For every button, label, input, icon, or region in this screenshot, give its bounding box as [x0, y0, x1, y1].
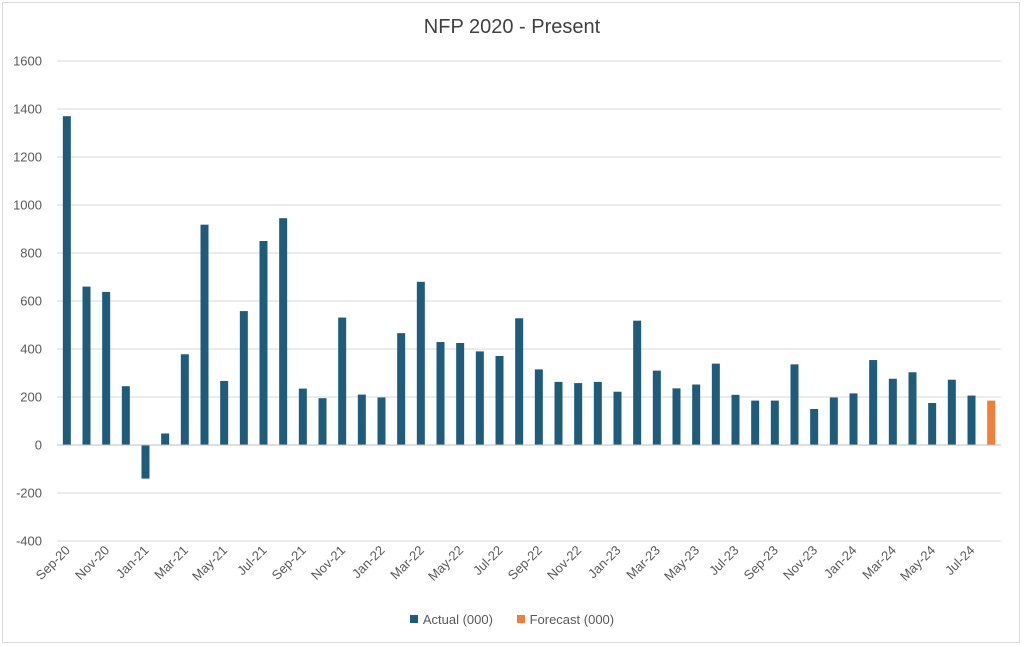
x-tick-label: Nov-23 [780, 543, 820, 583]
x-tick-label: May-23 [661, 543, 702, 584]
bar [829, 397, 838, 445]
bar [593, 381, 602, 445]
y-tick-label: 400 [20, 342, 42, 357]
legend-item-actual: Actual (000) [409, 611, 493, 627]
bar [613, 391, 622, 445]
bar [888, 378, 897, 445]
y-tick-label: 1200 [13, 150, 42, 165]
x-tick-label: Mar-24 [859, 543, 899, 583]
bar [751, 400, 760, 445]
bar [534, 369, 543, 445]
x-tick-label: Sep-20 [33, 543, 73, 583]
bar [416, 281, 425, 445]
bar [633, 320, 642, 445]
x-tick-label: Mar-21 [151, 543, 191, 583]
x-tick-label: Jan-21 [113, 543, 152, 582]
bar [102, 291, 111, 445]
x-tick-label: Jul-23 [706, 543, 742, 579]
bar [810, 409, 819, 445]
x-tick-label: Jul-22 [470, 543, 506, 579]
bar [652, 370, 661, 445]
bar [770, 400, 779, 445]
bar [357, 394, 366, 445]
bar [987, 400, 996, 445]
bar [790, 364, 799, 445]
x-tick-label: Jan-24 [821, 543, 860, 582]
x-tick-label: Sep-21 [269, 543, 309, 583]
y-tick-label: 1400 [13, 102, 42, 117]
y-tick-label: 1000 [13, 198, 42, 213]
x-tick-label: Sep-23 [741, 543, 781, 583]
legend-swatch-actual [409, 615, 418, 623]
x-tick-label: Nov-22 [544, 543, 584, 583]
bar [220, 380, 229, 445]
bar [928, 403, 937, 445]
bar [967, 395, 976, 445]
x-tick-label: Mar-22 [387, 543, 427, 583]
bars [62, 116, 996, 479]
legend-label-actual: Actual (000) [422, 611, 493, 627]
chart-title: NFP 2020 - Present [423, 16, 601, 38]
bar [574, 383, 583, 445]
bar [397, 333, 406, 445]
bar [711, 363, 720, 445]
bar [475, 351, 484, 445]
bar [377, 397, 386, 445]
bar [279, 218, 288, 445]
bar [200, 224, 209, 445]
legend-item-forecast: Forecast (000) [516, 611, 615, 627]
bar [692, 384, 701, 445]
bar [338, 317, 347, 445]
y-tick-label: -200 [16, 486, 42, 501]
x-tick-label: Jul-21 [234, 543, 270, 579]
bar [456, 343, 465, 445]
x-tick-label: Sep-22 [505, 543, 545, 583]
y-tick-label: 800 [20, 246, 42, 261]
bar [515, 318, 524, 445]
bar [82, 286, 91, 445]
bar [318, 398, 327, 445]
bar [121, 386, 130, 445]
x-tick-label: May-22 [425, 543, 466, 584]
legend-swatch-forecast [516, 615, 525, 623]
y-axis-ticks: -400 -200 0 200 400 600 800 1000 1200 1400 1600 [13, 54, 42, 549]
bar [672, 388, 681, 445]
x-tick-label: May-24 [897, 543, 938, 584]
x-tick-label: Jan-22 [349, 543, 388, 582]
x-tick-label: Nov-20 [72, 543, 112, 583]
bar [180, 354, 189, 445]
y-tick-label: 600 [20, 294, 42, 309]
bar [141, 445, 150, 479]
y-tick-label: 1600 [13, 54, 42, 69]
bar [62, 116, 71, 445]
bar [731, 394, 740, 445]
x-tick-label: Jul-24 [942, 543, 978, 579]
bar [298, 388, 307, 445]
grid-lines [57, 60, 1001, 542]
bar [161, 433, 170, 445]
x-tick-label: Nov-21 [308, 543, 348, 583]
bar [869, 360, 878, 445]
bar [239, 311, 248, 445]
chart-legend: Actual (000) Forecast (000) [0, 611, 1024, 627]
bar [436, 342, 445, 445]
bar [849, 393, 858, 445]
x-tick-label: May-21 [189, 543, 230, 584]
bar [495, 355, 504, 445]
bar [908, 372, 917, 445]
x-tick-label: Jan-23 [585, 543, 624, 582]
y-tick-label: 200 [20, 390, 42, 405]
legend-label-forecast: Forecast (000) [529, 611, 615, 627]
x-tick-label: Mar-23 [623, 543, 663, 583]
y-tick-label: 0 [35, 438, 42, 453]
bar [259, 241, 268, 445]
bar [947, 379, 956, 445]
bar [554, 381, 563, 445]
y-tick-label: -400 [16, 534, 42, 549]
